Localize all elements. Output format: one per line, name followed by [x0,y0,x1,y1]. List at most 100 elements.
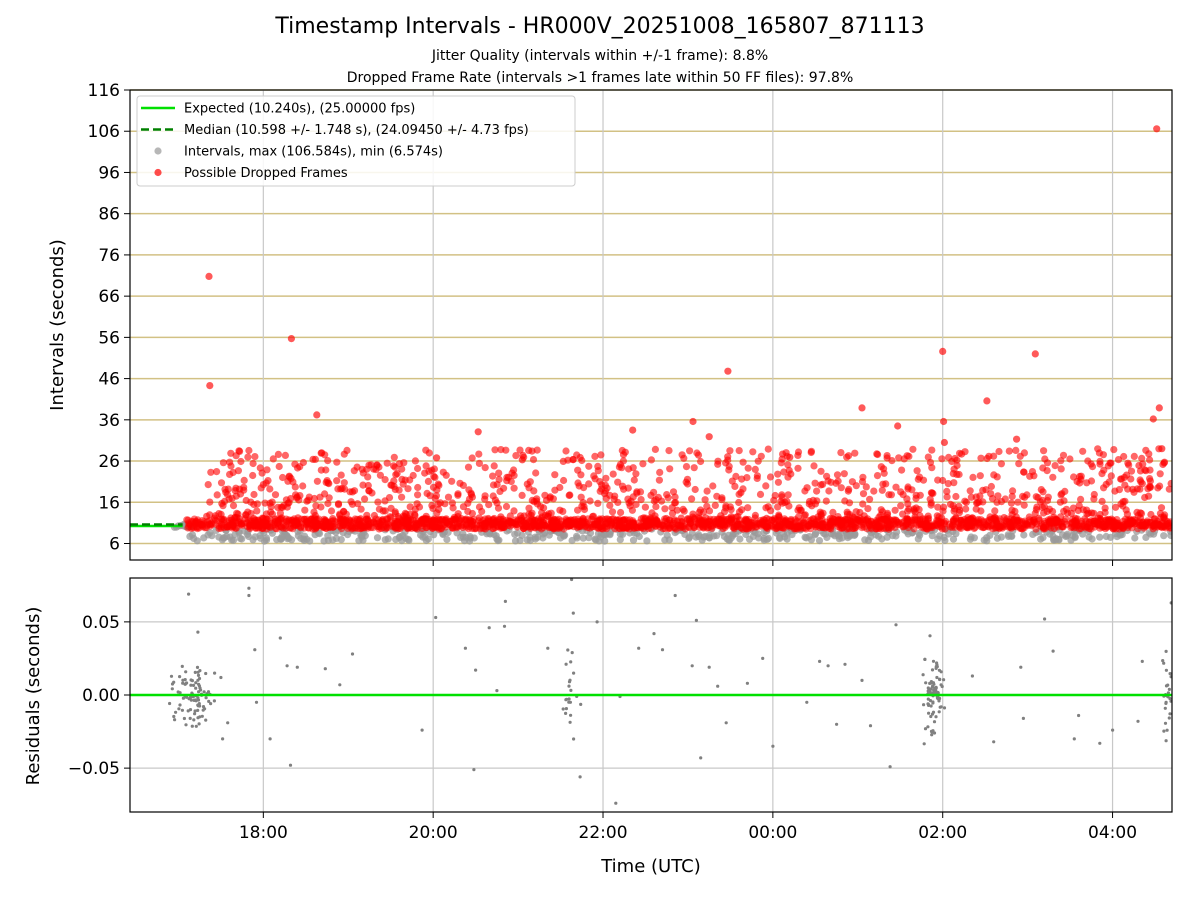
dropped-frame-point [516,446,524,454]
dropped-frame-point [491,446,499,454]
dropped-frame-point [484,514,492,523]
dropped-frame-point [1050,513,1058,521]
dropped-frame-point [1146,482,1154,490]
dropped-frame-point [837,484,845,492]
dropped-frame-point [845,499,854,507]
residual-point [930,712,935,716]
dropped-frame-point [734,519,742,528]
interval-point [243,530,252,539]
dropped-frame-point [574,517,582,525]
interval-point [1113,533,1121,541]
dropped-frame-point [673,506,681,514]
dropped-frame-point [618,523,626,531]
interval-point [1096,533,1104,541]
dropped-frame-point [987,482,996,491]
dropped-frame-point [448,499,456,507]
dropped-frame-point [726,447,734,455]
dropped-frame-point [900,455,908,463]
dropped-frame-point [805,500,813,508]
dropped-frame-point [340,450,348,458]
dropped-frame-point [712,520,721,528]
dropped-frame-point [338,525,346,533]
dropped-frame-point [357,515,365,523]
residual-point [194,724,198,728]
dropped-frame-point [363,511,371,519]
residual-point [168,701,172,706]
residual-point [1111,728,1115,732]
dropped-frame-point [532,469,540,477]
dropped-frame-point [317,466,325,474]
dropped-frame-point [682,463,691,471]
residual-point [568,720,572,724]
residual-point [929,704,933,708]
residual-point [1162,661,1166,665]
dropped-frame-point [1034,494,1042,502]
dropped-frame-point [720,508,729,516]
dropped-frame-point [327,507,336,515]
dropped-frame-point [882,480,890,488]
legend-label: Possible Dropped Frames [184,166,348,181]
dropped-frame-point [943,487,951,495]
interval-point [534,533,542,541]
y-tick-label: 86 [98,205,120,225]
dropped-frame-point [520,512,528,520]
dropped-frame-point [428,501,436,509]
interval-point [914,535,922,543]
dropped-frame-point [1000,514,1008,522]
dropped-frame-point [1139,460,1147,468]
interval-point [1160,532,1168,540]
dropped-frame-point [414,491,422,499]
dropped-frame-point [843,453,851,461]
dropped-frame-point [249,471,257,480]
residual-point [194,681,198,685]
dropped-frame-point [701,496,709,504]
residual-point [673,593,677,598]
dropped-frame-point [644,525,652,533]
dropped-frame-point [506,522,515,530]
dropped-frame-point [464,507,472,516]
residual-point [569,660,573,664]
residual-point [570,651,574,655]
dropped-frame-point [935,513,943,521]
dropped-frame-point [913,467,921,475]
dropped-frame-point [961,497,969,505]
dropped-frame-point [1090,509,1098,517]
dropped-frame-point [537,503,545,511]
residual-point [934,715,938,719]
interval-point [783,535,791,543]
intervals-plot-frame [129,89,1173,561]
dropped-frame-point [1023,491,1031,499]
dropped-frame-point [1114,456,1123,464]
residual-point [569,713,573,717]
dropped-frame-point [237,457,245,466]
dropped-frame-point [510,471,518,479]
interval-point [262,534,271,542]
residual-point [564,662,568,666]
dropped-frame-point [924,512,932,520]
residual-point [197,682,201,686]
interval-point [811,531,819,539]
dropped-frame-point [690,464,698,472]
dropped-frame-point [299,458,307,467]
dropped-frame-point [391,463,399,471]
dropped-frame-point [361,495,369,503]
dropped-frame-point [751,465,759,473]
residual-point [1164,668,1168,672]
dropped-frame-point [240,483,248,491]
dropped-frame-point [346,488,354,496]
dropped-frame-point [873,450,881,458]
residual-point [1167,687,1171,692]
dropped-frame-point [329,515,337,523]
residual-point [1169,675,1172,679]
dropped-frame-point [1030,472,1038,480]
dropped-frame-point [245,446,253,455]
residual-point [546,646,550,650]
residual-point [1164,649,1168,654]
interval-point [579,534,587,542]
dropped-frame-point [324,457,332,465]
dropped-frame-point [735,508,744,516]
y-tick-label: 56 [98,328,120,348]
dropped-frame-point [512,452,520,460]
dropped-frame-outlier [1158,445,1166,453]
residual-point [173,718,177,722]
